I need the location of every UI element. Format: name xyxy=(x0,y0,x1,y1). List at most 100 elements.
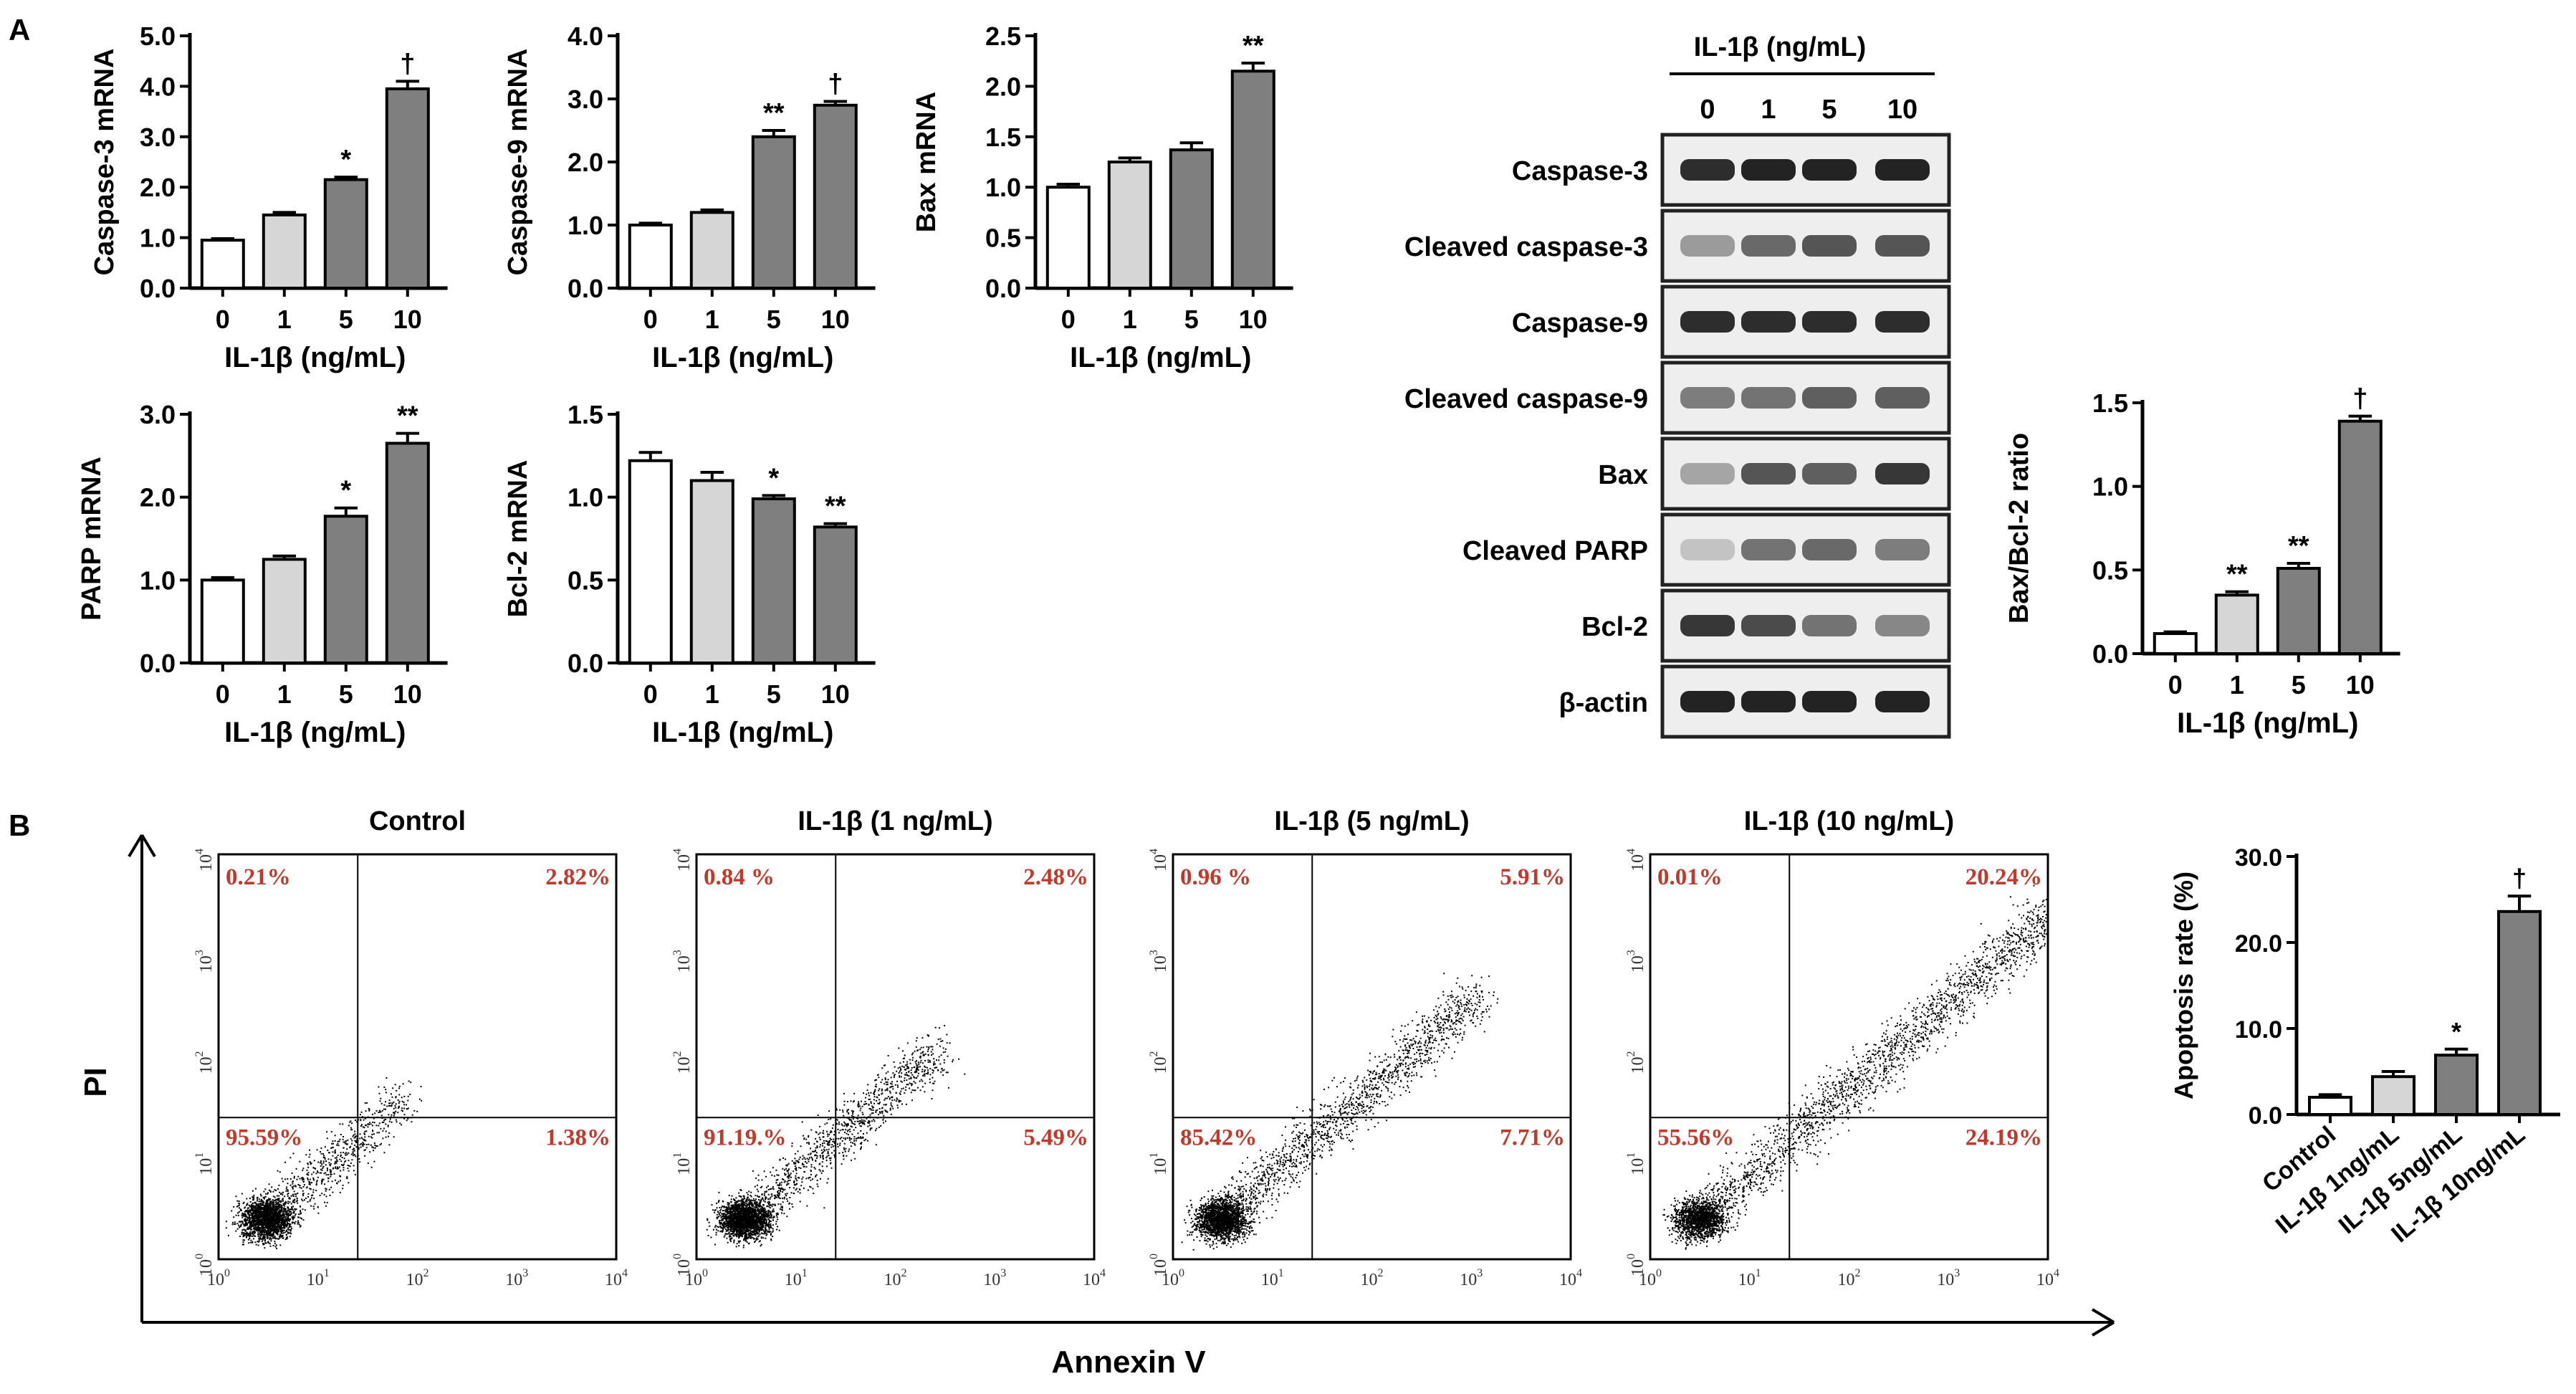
blot-band xyxy=(1875,235,1930,257)
y-tick-label: 103 xyxy=(671,950,694,973)
x-tick-label: 102 xyxy=(406,1267,429,1289)
tick-exponent: 4 xyxy=(2054,1267,2059,1279)
blot-band xyxy=(1802,691,1857,712)
tick-exponent: 1 xyxy=(1625,1152,1637,1158)
blot-band xyxy=(1802,387,1857,409)
x-tick-label: 0 xyxy=(1061,305,1076,334)
y-tick-label: 2.0 xyxy=(985,72,1021,101)
lane-label: 1 xyxy=(1761,95,1776,125)
x-tick-label: 103 xyxy=(505,1267,528,1289)
y-tick-label: 1.0 xyxy=(2092,472,2128,502)
y-tick-label: 103 xyxy=(1625,950,1647,973)
dot-plot: IL-1β (5 ng/mL)0.96 % 5.91%85.42% 7.71%100… xyxy=(1148,806,1582,1289)
scatter-dots xyxy=(1662,884,2047,1250)
y-axis-label: Bax/Bcl-2 ratio xyxy=(2004,433,2034,624)
bar-IL-1β 1ng/mL xyxy=(2371,1075,2415,1116)
blot-band xyxy=(1680,691,1735,712)
quadrant-ll: 91.19.% xyxy=(704,1125,787,1150)
tick-exponent: 2 xyxy=(423,1267,429,1279)
blot-band xyxy=(1741,463,1796,484)
x-axis-label: IL-1β (ng/mL) xyxy=(652,342,833,373)
y-tick-label: 102 xyxy=(193,1051,216,1074)
chart-bax: 0.0 0.5 1.0 1.5 2.0 2.5 0 1 5 ** 10 IL-1β (ng/mL) Ba… xyxy=(911,22,1293,373)
y-tick-label: 104 xyxy=(1148,849,1170,872)
significance-mark: * xyxy=(340,476,351,506)
x-tick-label: 101 xyxy=(307,1267,330,1289)
blot-band xyxy=(1875,463,1930,484)
quadrant-lr: 1.38% xyxy=(545,1125,611,1150)
significance-mark: † xyxy=(2352,384,2367,414)
quadrant-lr: 5.49% xyxy=(1023,1125,1088,1150)
y-tick-label: 0.0 xyxy=(140,274,176,303)
blot-band xyxy=(1802,539,1857,560)
blot-band xyxy=(1802,615,1857,636)
tick-exponent: 3 xyxy=(1954,1267,1960,1279)
lane-label: 0 xyxy=(1700,95,1715,125)
x-tick-label: 1 xyxy=(705,305,719,334)
y-tick-label: 3.0 xyxy=(568,85,603,114)
x-tick-label: 0 xyxy=(216,679,230,709)
significance-mark: † xyxy=(400,49,415,79)
x-axis-label: IL-1β (ng/mL) xyxy=(224,342,406,373)
significance-mark: * xyxy=(768,463,779,493)
tick-exponent: 1 xyxy=(1756,1267,1761,1279)
y-tick-label: 0.0 xyxy=(985,274,1021,303)
dot-plot-title: IL-1β (10 ng/mL) xyxy=(1744,806,1954,836)
tick-exponent: 3 xyxy=(671,950,684,955)
blot-band xyxy=(1680,159,1735,181)
dot-plot-title: IL-1β (1 ng/mL) xyxy=(798,806,992,836)
blot-band xyxy=(1741,311,1796,333)
tick-exponent: 4 xyxy=(1625,849,1637,854)
bar-Control xyxy=(2308,1096,2352,1116)
y-tick-label: 101 xyxy=(1625,1152,1647,1175)
significance-mark: † xyxy=(2512,864,2527,893)
x-tick-label: 0 xyxy=(2168,670,2183,700)
bar-0 xyxy=(200,578,245,664)
x-tick-label: 102 xyxy=(1838,1267,1861,1289)
chart-bcl2: 0.0 0.5 1.0 1.5 0 1 * 5 ** 10 IL-1β (ng/mL) Bcl-2 m… xyxy=(503,400,876,748)
blot-row-label: Caspase-3 xyxy=(1512,156,1648,186)
y-tick-label: 2.0 xyxy=(140,483,176,512)
x-tick-label: 1 xyxy=(2230,670,2244,700)
blot-band xyxy=(1875,539,1930,560)
dot-plot-frame xyxy=(1172,853,1572,1261)
x-tick-label: 101 xyxy=(785,1267,808,1289)
quadrant-lr: 24.19% xyxy=(1965,1125,2042,1150)
tick-exponent: 2 xyxy=(901,1267,907,1279)
significance-mark: † xyxy=(828,70,843,100)
x-tick-label: 103 xyxy=(1460,1267,1483,1289)
quadrant-ur: 20.24% xyxy=(1965,864,2042,890)
tick-exponent: 0 xyxy=(1179,1267,1184,1279)
blot-band xyxy=(1802,463,1857,484)
chart-caspase9: 0.0 1.0 2.0 3.0 4.0 0 1 ** 5 † 10 IL-1β (ng/mL) Casp… xyxy=(503,22,876,373)
tick-exponent: 4 xyxy=(1148,849,1160,854)
x-tick-label: 103 xyxy=(983,1267,1006,1289)
y-tick-label: 0.5 xyxy=(568,565,603,595)
y-tick-label: 101 xyxy=(1148,1152,1170,1175)
bar-5 xyxy=(323,515,368,665)
bar-5 xyxy=(2276,567,2321,655)
bar-10 xyxy=(385,87,430,290)
y-tick-label: 103 xyxy=(1148,950,1170,973)
x-tick-label: 102 xyxy=(884,1267,907,1289)
tick-exponent: 2 xyxy=(1148,1051,1160,1057)
y-tick-label: 0.0 xyxy=(2249,1102,2282,1130)
blot-row-label: Bcl-2 xyxy=(1581,612,1648,642)
blot-band xyxy=(1680,387,1735,409)
x-tick-label: 10 xyxy=(821,305,850,334)
x-tick-label: 1 xyxy=(705,679,719,709)
dot-plot: IL-1β (1 ng/mL)0.84 % 2.48%91.19.% 5.49%10… xyxy=(671,806,1106,1289)
y-tick-label: 30.0 xyxy=(2235,844,2282,872)
y-tick-label: 104 xyxy=(671,849,694,872)
scatter-dots xyxy=(706,1025,966,1249)
blot-band xyxy=(1802,311,1857,333)
x-tick-label: 1 xyxy=(277,679,292,709)
flow-cytometry: Annexin V PI Control 0.21% 2.82% 95.59% 1.38% 1… xyxy=(78,806,2115,1380)
x-tick-label: 10 xyxy=(393,679,422,709)
significance-mark: ** xyxy=(2288,531,2309,561)
y-tick-label: 100 xyxy=(193,1254,216,1276)
blot-band xyxy=(1741,387,1796,409)
y-tick-label: 1.5 xyxy=(2092,388,2128,418)
